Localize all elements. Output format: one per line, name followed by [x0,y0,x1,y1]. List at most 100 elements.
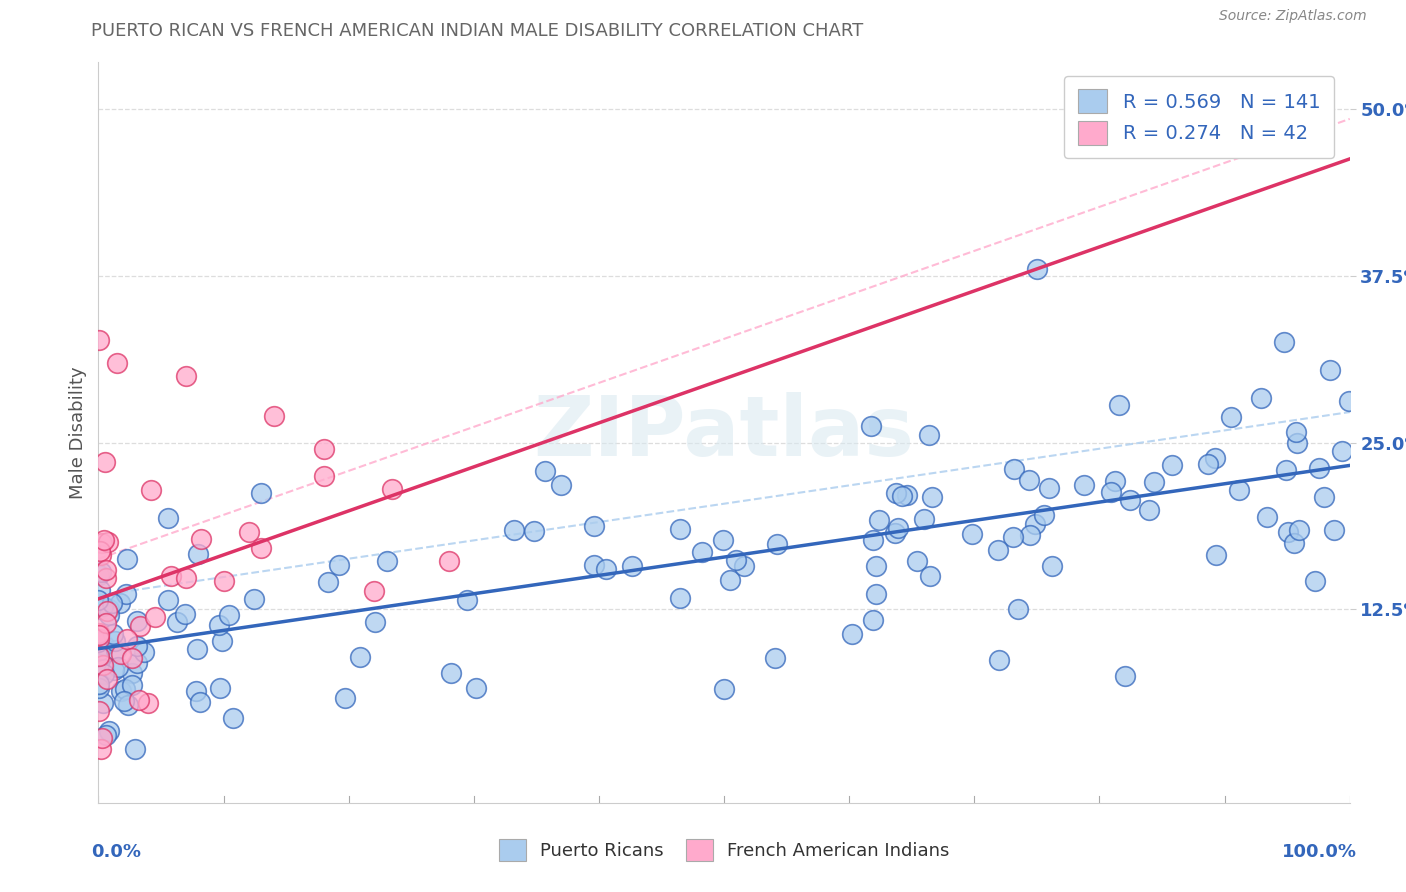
Point [87,632,110,646]
Point [93,662,115,676]
Point [363,615,385,630]
Point [381,483,404,497]
Point [94,615,117,630]
Point [186,641,208,656]
Point [98,723,121,738]
Point [533,464,555,478]
Point [766,537,789,551]
Point [1331,443,1354,458]
Point [105,355,128,369]
Point [503,523,526,537]
Point [186,684,208,698]
Point [166,615,188,630]
Point [349,650,371,665]
Point [89,543,111,558]
Point [87,704,110,718]
Point [87,635,110,649]
Point [1323,523,1346,537]
Point [1114,669,1136,683]
Point [190,695,212,709]
Point [1040,558,1063,573]
Point [316,574,339,589]
Point [87,681,110,695]
Point [121,665,143,680]
Point [523,524,546,538]
Point [87,628,110,642]
Point [1073,478,1095,492]
Point [212,574,235,588]
Point [1272,334,1295,349]
Point [333,690,356,705]
Point [93,533,115,547]
Point [1033,508,1056,523]
Point [87,648,110,663]
Point [250,541,273,555]
Point [1256,509,1278,524]
Point [128,619,150,633]
Point [1227,483,1250,497]
Point [987,542,1010,557]
Point [101,596,124,610]
Point [96,604,118,618]
Point [156,511,179,525]
Point [312,442,335,457]
Point [87,333,110,347]
Point [238,524,260,539]
Point [883,526,905,541]
Text: PUERTO RICAN VS FRENCH AMERICAN INDIAN MALE DISABILITY CORRELATION CHART: PUERTO RICAN VS FRENCH AMERICAN INDIAN M… [91,22,863,40]
Point [101,626,124,640]
Point [143,610,166,624]
Point [1285,435,1308,450]
Point [865,558,887,573]
Point [1024,517,1046,532]
Point [1160,458,1182,472]
Point [96,571,118,585]
Point [1205,548,1227,562]
Point [160,568,183,582]
Legend: Puerto Ricans, French American Indians: Puerto Ricans, French American Indians [492,831,956,868]
Point [108,596,131,610]
Point [1002,529,1025,543]
Point [174,368,197,383]
Text: Source: ZipAtlas.com: Source: ZipAtlas.com [1219,9,1367,23]
Point [668,591,690,605]
Point [1119,493,1142,508]
Point [190,532,212,546]
Point [138,696,160,710]
Point [1099,485,1122,500]
Point [669,522,692,536]
Point [960,526,983,541]
Point [97,535,120,549]
Point [110,647,132,661]
Point [110,683,132,698]
Text: 0.0%: 0.0% [91,843,142,861]
Point [243,591,266,606]
Point [1313,491,1336,505]
Point [550,477,572,491]
Point [115,587,138,601]
Point [896,488,918,502]
Point [1220,409,1243,424]
Point [87,568,110,582]
Point [987,653,1010,667]
Point [1250,391,1272,405]
Point [456,593,478,607]
Point [312,468,335,483]
Point [375,554,398,568]
Point [174,571,197,585]
Point [328,558,350,573]
Point [263,409,285,423]
Point [91,658,114,673]
Point [868,513,890,527]
Point [89,642,111,657]
Point [1002,462,1025,476]
Point [724,553,747,567]
Point [859,419,882,434]
Point [91,599,114,614]
Point [1288,523,1310,537]
Point [121,678,143,692]
Point [87,601,110,615]
Point [582,558,605,572]
Point [1277,525,1299,540]
Point [114,682,136,697]
